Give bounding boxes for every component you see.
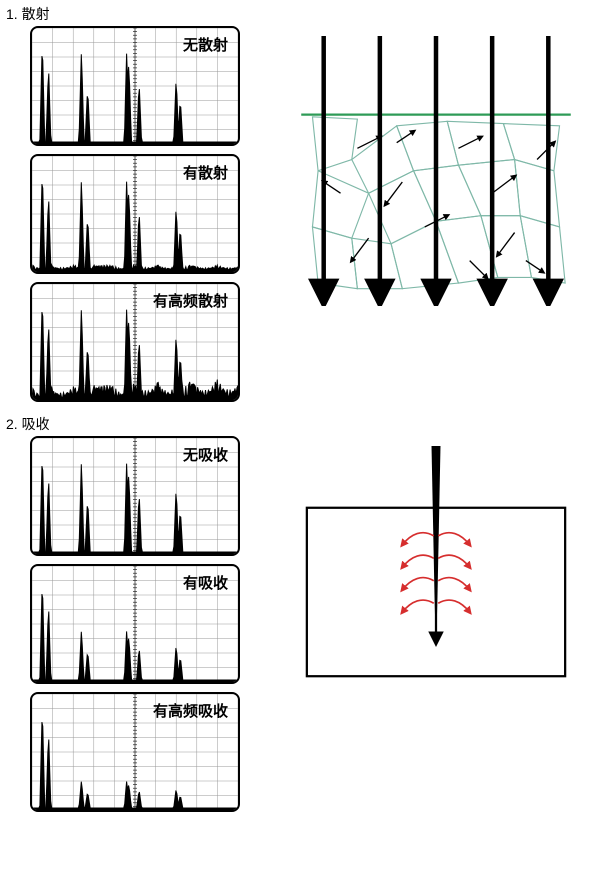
scatter-charts-col: 无散射 有散射 有高频散射: [0, 26, 260, 410]
section-2-name: 吸收: [22, 416, 50, 432]
scope: 有高频散射: [30, 282, 240, 402]
scope: 无散射: [30, 26, 240, 146]
scope: 有散射: [30, 154, 240, 274]
scope: 无吸收: [30, 436, 240, 556]
absorb-diagram: [290, 446, 582, 693]
scope-label: 有高频散射: [153, 290, 228, 311]
scatter-diagram: [290, 36, 582, 306]
section-2-title: 2. 吸收: [0, 410, 602, 436]
scatter-diagram-col: [260, 26, 602, 309]
scope: 有吸收: [30, 564, 240, 684]
scatter-row: 无散射 有散射 有高频散射: [0, 26, 602, 410]
section-1-name: 散射: [22, 6, 50, 22]
scope-label: 有吸收: [183, 572, 228, 593]
scope-label: 有高频吸收: [153, 700, 228, 721]
absorb-row: 无吸收 有吸收 有高频吸收: [0, 436, 602, 820]
absorb-charts-col: 无吸收 有吸收 有高频吸收: [0, 436, 260, 820]
absorb-diagram-col: [260, 436, 602, 696]
scope-label: 无散射: [183, 34, 228, 55]
section-1-title: 1. 散射: [0, 0, 602, 26]
scope-label: 无吸收: [183, 444, 228, 465]
scope: 有高频吸收: [30, 692, 240, 812]
scope-label: 有散射: [183, 162, 228, 183]
section-2-index: 2.: [6, 416, 18, 432]
section-1-index: 1.: [6, 6, 18, 22]
